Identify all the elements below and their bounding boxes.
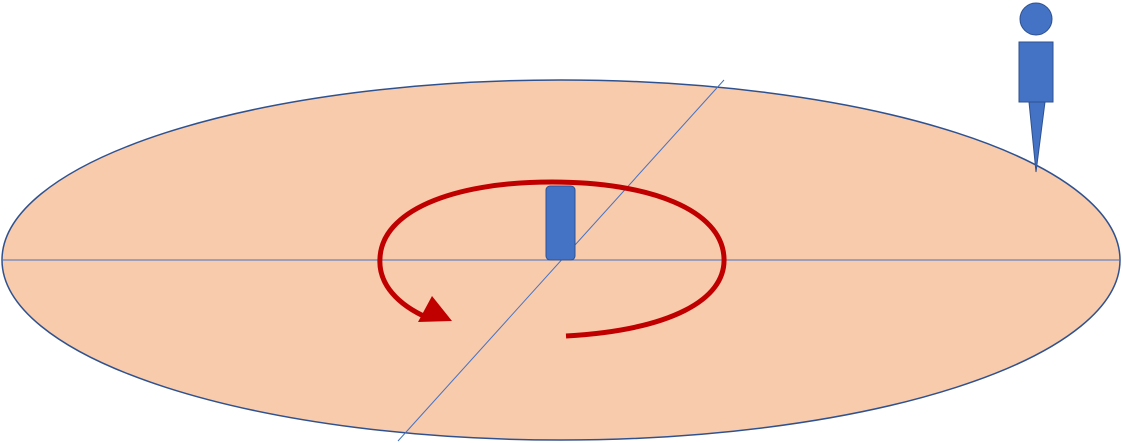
rectangle-object-icon xyxy=(545,185,576,261)
person-icon xyxy=(1018,2,1054,173)
person-pointer xyxy=(1028,101,1046,173)
rotation-arrowhead-icon xyxy=(418,296,452,322)
person-body xyxy=(1018,41,1054,103)
rotation-arrow-icon xyxy=(377,179,727,339)
person-head xyxy=(1019,2,1053,36)
